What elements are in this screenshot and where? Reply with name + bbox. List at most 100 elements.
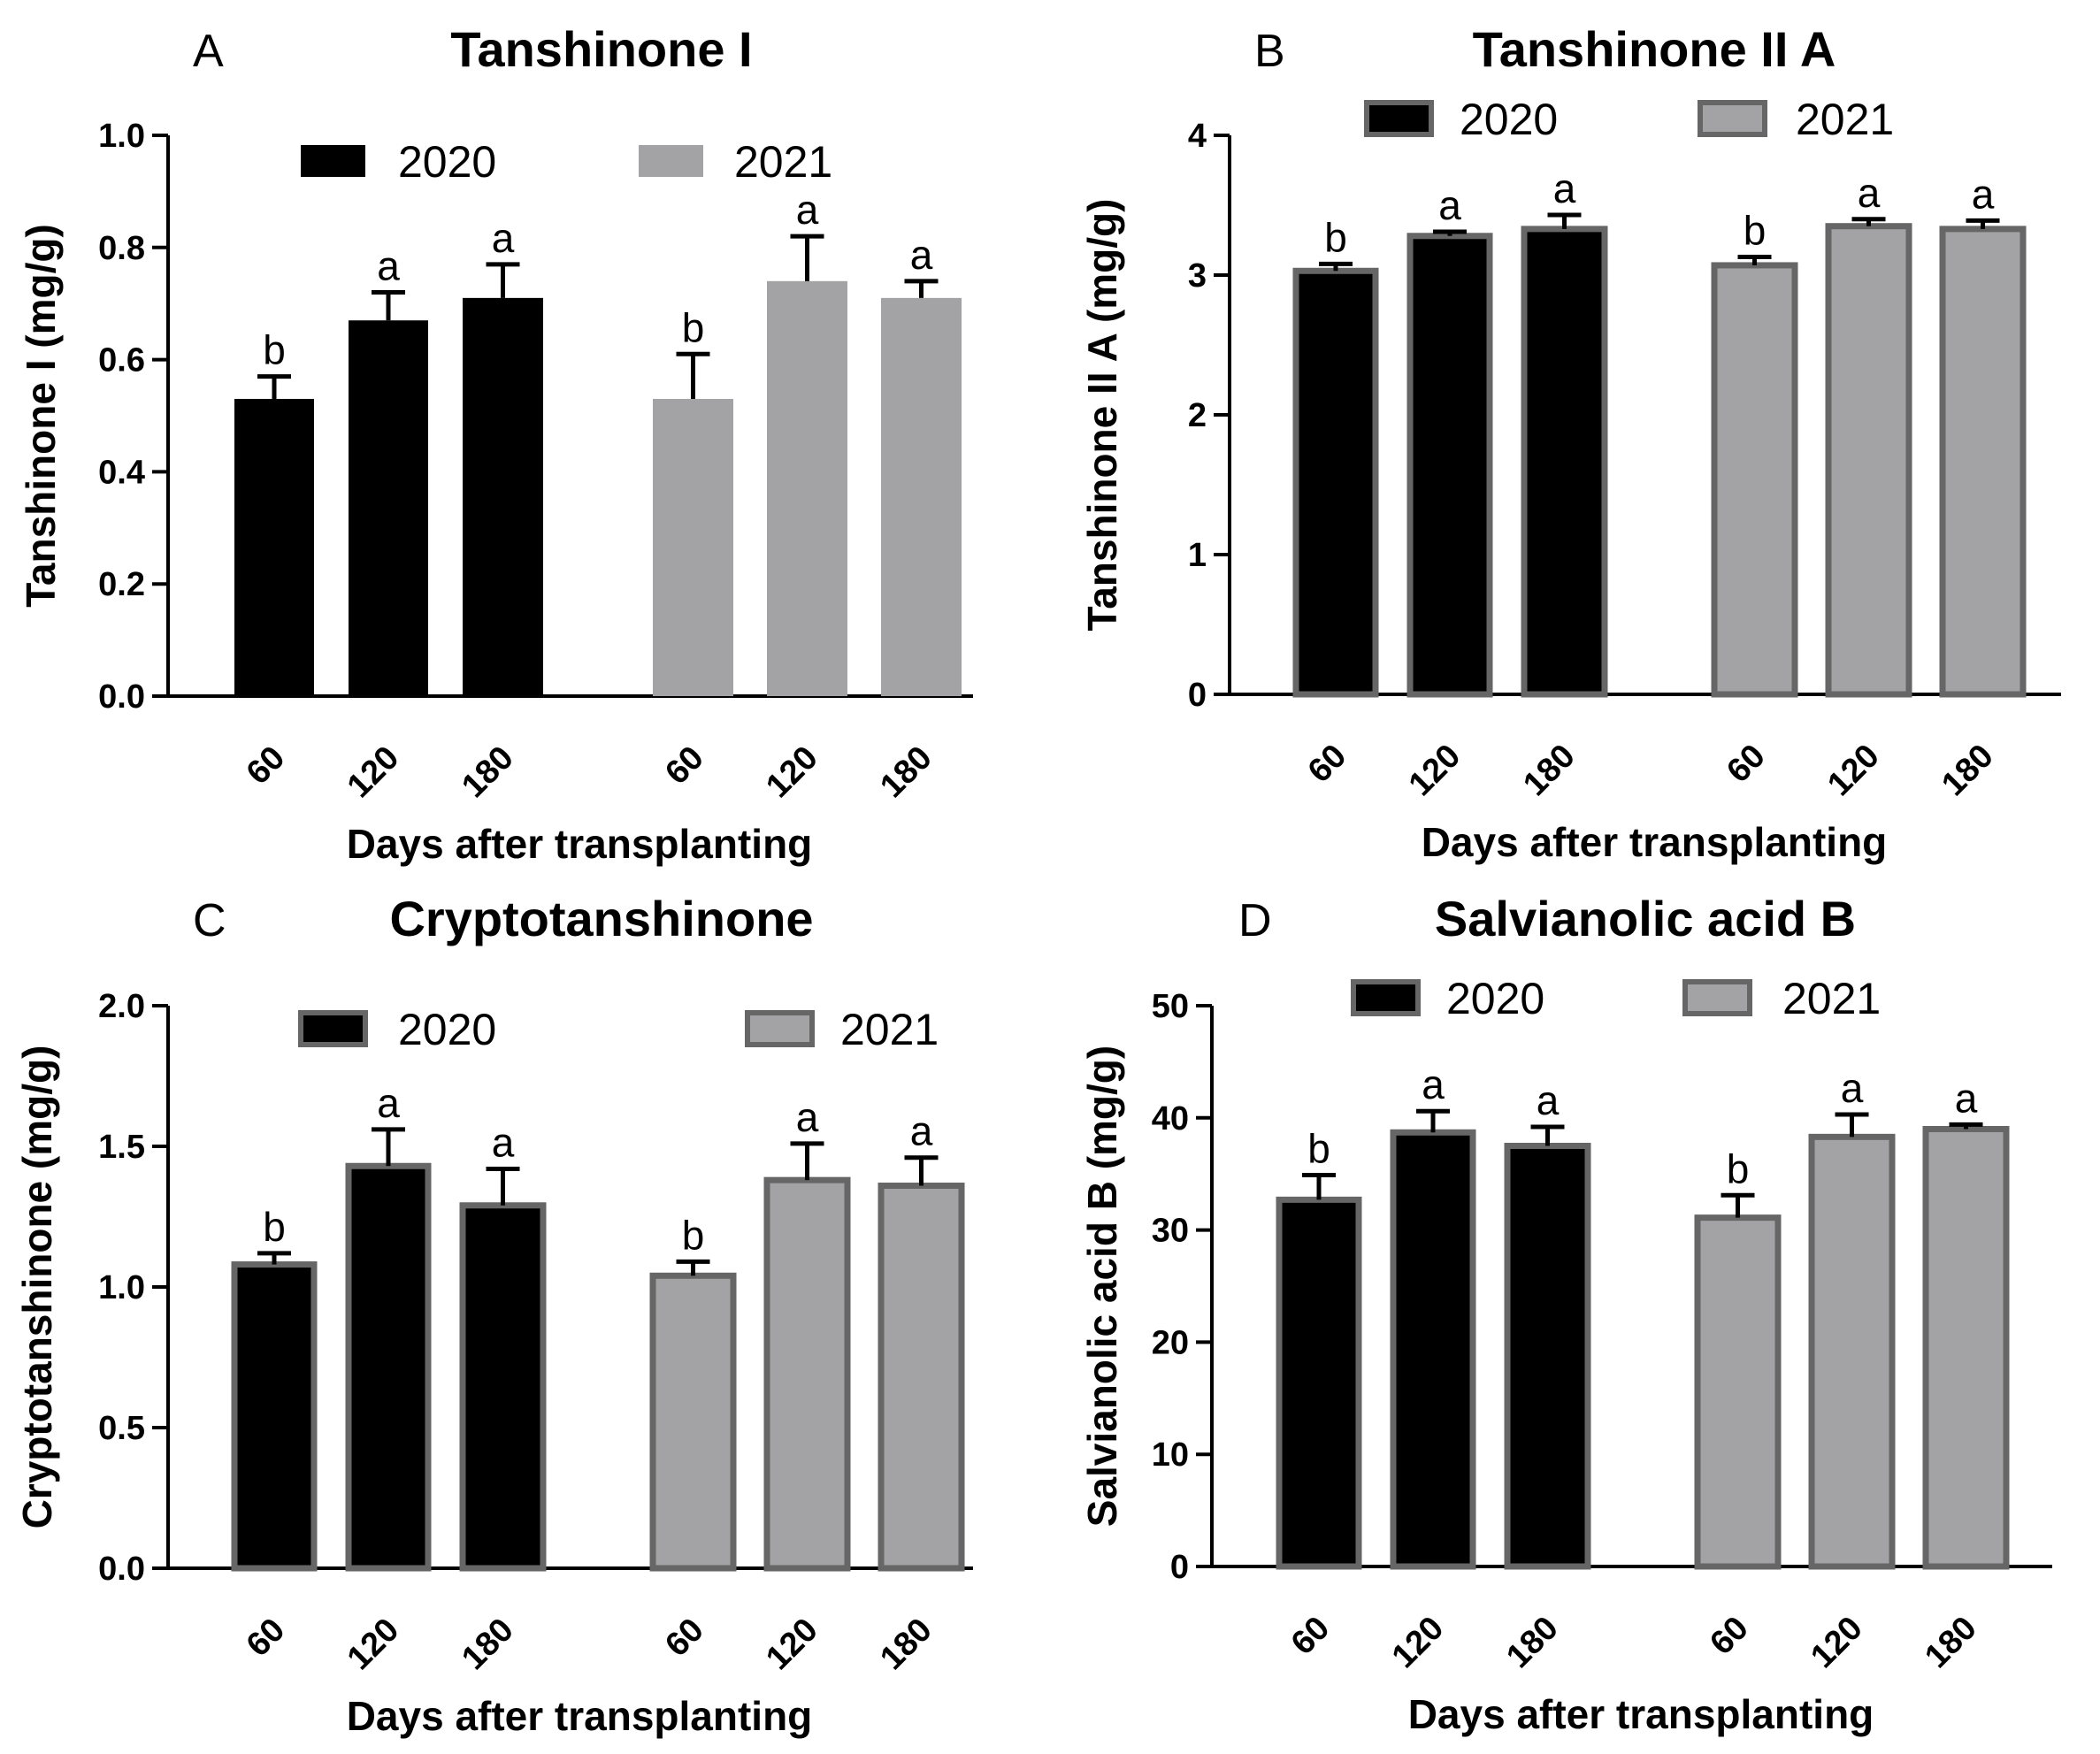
x-tick-label: 180 [1516, 738, 1583, 804]
bar-2020-60 [234, 398, 314, 696]
y-tick-label: 0.2 [98, 566, 145, 603]
significance-letter: a [910, 232, 933, 278]
x-tick-label: 120 [341, 1612, 407, 1678]
x-tick-label: 120 [759, 739, 825, 806]
significance-letter: a [1858, 170, 1881, 216]
legend-label-2020: 2020 [398, 1005, 496, 1054]
x-tick-label: 180 [873, 1612, 939, 1678]
legend-label-2020: 2020 [398, 137, 496, 187]
legend-swatch-2021 [1698, 100, 1767, 137]
bar-2020-60 [1276, 1196, 1362, 1570]
bar-2020-60 [1292, 267, 1379, 698]
y-tick-label: 40 [1152, 1100, 1189, 1137]
legend-label-2021: 2021 [734, 137, 832, 187]
significance-letter: a [1955, 1075, 1978, 1121]
bar-2021-60 [1694, 1214, 1782, 1570]
x-tick-label: 180 [1935, 738, 2001, 804]
significance-letter: a [492, 1119, 515, 1165]
significance-letter: a [1553, 165, 1576, 211]
x-tick-label: 60 [1720, 738, 1773, 791]
x-tick-label: 60 [658, 1612, 711, 1665]
y-tick-label: 50 [1152, 988, 1189, 1025]
y-tick-label: 0.5 [98, 1410, 145, 1447]
legend-label-2021: 2021 [1782, 974, 1881, 1023]
x-tick-label: 180 [455, 739, 521, 806]
x-tick-label: 120 [341, 739, 407, 806]
chart-panel-b: B Tanshinone II A 0 1 2 3 4 Tanshinone II A (mg… [1079, 21, 2061, 865]
y-tick-label: 0.4 [98, 454, 145, 491]
x-axis-label: Days after transplanting [347, 1693, 813, 1739]
x-axis-label: Days after transplanting [347, 821, 813, 867]
chart-title: Tanshinone I [450, 21, 752, 77]
x-tick-label: 60 [1301, 738, 1354, 791]
x-tick-label: 60 [240, 1612, 293, 1665]
legend-label-2020: 2020 [1460, 95, 1558, 144]
x-axis-label: Days after transplanting [1408, 1691, 1874, 1737]
y-tick-label: 3 [1188, 257, 1207, 295]
bar-2020-180 [1521, 226, 1608, 698]
x-tick-label: 60 [1284, 1610, 1337, 1663]
bar-2021-180 [881, 297, 962, 696]
bar-2021-60 [1711, 262, 1798, 698]
significance-letter: a [1841, 1065, 1864, 1111]
y-tick-label: 0.0 [98, 1551, 145, 1588]
bar-2020-120 [349, 320, 428, 696]
bar-2020-120 [345, 1162, 432, 1572]
significance-letter: a [796, 1094, 819, 1140]
significance-letter: a [492, 215, 515, 261]
x-axis-label: Days after transplanting [1422, 819, 1888, 865]
significance-letter: b [1727, 1145, 1750, 1191]
legend-swatch-2021 [639, 145, 703, 177]
legend-swatch-2020 [301, 145, 365, 177]
y-tick-label: 2.0 [98, 988, 145, 1025]
x-tick-label: 60 [1703, 1610, 1756, 1663]
significance-letter: a [796, 187, 819, 233]
x-tick-label: 120 [1402, 738, 1468, 804]
y-tick-label: 1.0 [98, 118, 145, 155]
y-tick-label: 0.8 [98, 230, 145, 267]
bar-2020-120 [1390, 1129, 1476, 1570]
panel-letter: D [1238, 895, 1272, 946]
y-tick-label: 10 [1152, 1436, 1189, 1474]
legend-swatch-2020 [1351, 979, 1421, 1016]
x-tick-label: 180 [1918, 1610, 1984, 1676]
x-tick-label: 120 [1385, 1610, 1452, 1676]
bar-2021-180 [1922, 1125, 2010, 1570]
significance-letter: b [1324, 214, 1347, 260]
significance-letter: a [377, 1080, 400, 1126]
bar-2021-120 [1825, 223, 1912, 698]
y-tick-label: 1.0 [98, 1269, 145, 1306]
bar-2020-120 [1406, 233, 1493, 698]
y-tick-label: 1.5 [98, 1129, 145, 1166]
significance-letter: b [1744, 207, 1767, 253]
y-tick-label: 0 [1170, 1549, 1189, 1586]
x-tick-label: 60 [240, 739, 293, 793]
significance-letter: a [910, 1108, 933, 1154]
bar-2020-180 [1504, 1143, 1591, 1570]
significance-letter: b [263, 327, 286, 373]
significance-letter: a [1438, 182, 1461, 228]
chart-panel-c: C Cryptotanshinone 0.0 0.5 1.0 1.5 2.0 Cryptota… [14, 891, 973, 1739]
panel-letter: B [1254, 26, 1285, 77]
bar-2021-60 [649, 1272, 737, 1572]
legend-label-2020: 2020 [1446, 974, 1544, 1023]
bar-2020-180 [459, 1202, 547, 1572]
significance-letter: a [1422, 1061, 1445, 1107]
significance-letter: b [1307, 1125, 1330, 1171]
y-tick-label: 0.0 [98, 678, 145, 716]
x-tick-label: 120 [1804, 1610, 1870, 1676]
y-axis-label: Cryptotanshinone (mg/g) [14, 1046, 60, 1529]
bar-2020-60 [231, 1261, 318, 1572]
chart-title: Salvianolic acid B [1435, 891, 1856, 946]
bar-2020-180 [463, 297, 543, 696]
y-tick-label: 1 [1188, 537, 1207, 574]
legend-label-2021: 2021 [1796, 95, 1894, 144]
x-tick-label: 180 [1499, 1610, 1566, 1676]
chart-title: Tanshinone II A [1473, 21, 1836, 77]
y-tick-label: 30 [1152, 1213, 1189, 1250]
x-tick-label: 60 [658, 739, 711, 793]
y-tick-label: 0.6 [98, 342, 145, 379]
legend-swatch-2020 [298, 1010, 368, 1047]
significance-letter: b [263, 1204, 286, 1250]
